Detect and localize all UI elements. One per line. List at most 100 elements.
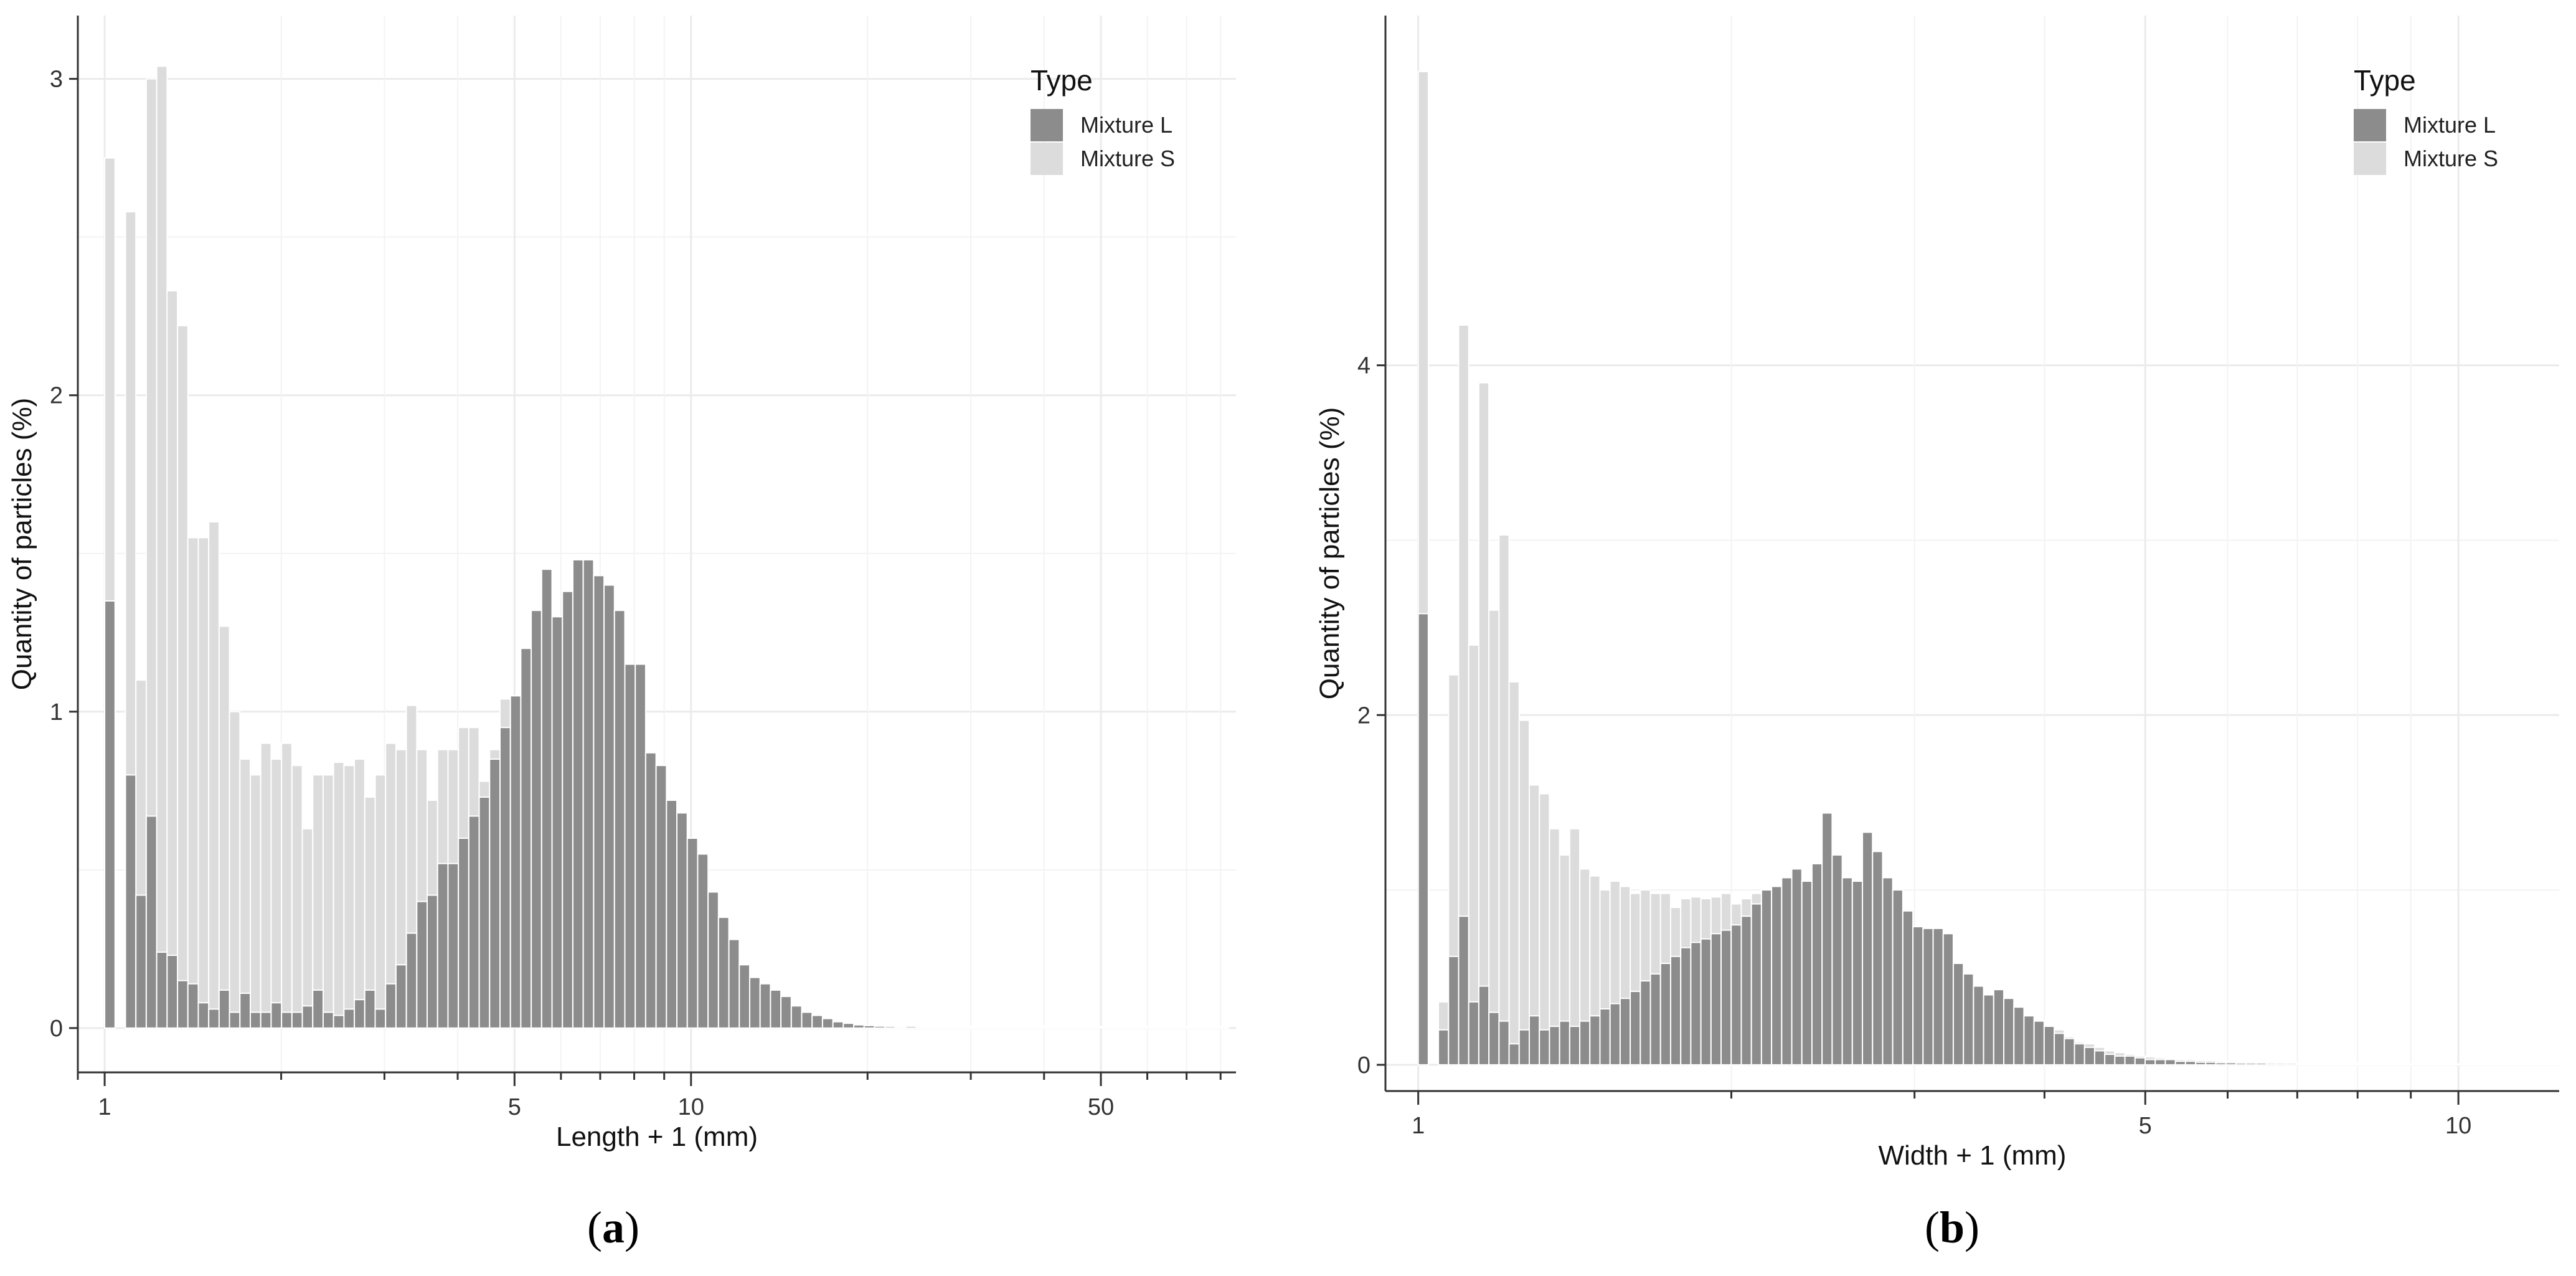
panel-a-bar-mixture-s [301,828,314,1029]
panel-a-legend-label-mixture-l: Mixture L [1080,112,1172,138]
panel-b-bar-mixture-s [1508,681,1520,1066]
panel-a-bar-mixture-l [686,838,699,1029]
panel-a-bar-mixture-l [853,1024,865,1029]
panel-a-bar-mixture-l [301,1005,314,1029]
panel-b-bar-mixture-l [2023,1015,2035,1066]
panel-b-bar-mixture-l [2538,1064,2550,1066]
chart-panel-b: 1 5 10 024 Width + 1 (mm) Quantity of part… [1314,16,2570,1252]
panel-a-bar-mixture-s [291,765,303,1029]
panel-b-bar-mixture-l [2366,1063,2378,1066]
panel-b-legend-title: Type [2354,64,2416,97]
panel-a-bar-mixture-l [915,1026,928,1029]
panel-a-bar-mixture-s [354,758,366,1029]
panel-a-bar-mixture-l [468,815,480,1029]
panel-a-bar-mixture-s [281,742,293,1029]
panel-b-bars-mixture-s [1417,70,2570,1066]
panel-b-legend: Type Mixture L Mixture S [2354,64,2498,175]
panel-b-bar-mixture-l [2488,1064,2499,1066]
panel-b-bar-mixture-l [2245,1062,2257,1066]
panel-b-bar-mixture-l [2437,1064,2449,1066]
panel-a-y-tick-label-1: 1 [50,699,63,725]
panel-b-bar-mixture-l [1932,927,1944,1066]
panel-a-bar-mixture-l [811,1014,823,1029]
panel-a-bar-mixture-l [894,1026,907,1029]
panel-b-bar-mixture-l [1528,1015,1540,1066]
panel-a-bar-mixture-l [635,663,646,1029]
panel-a-bar-mixture-l [748,976,761,1029]
panel-b-bar-mixture-l [1539,1029,1550,1066]
panel-a-bar-mixture-l [613,610,626,1029]
panel-a-bar-mixture-l [520,648,532,1029]
panel-a-bar-mixture-l [936,1026,948,1029]
panel-b-bar-mixture-l [1811,862,1823,1066]
panel-b-bar-mixture-l [1639,980,1651,1066]
panel-b-bar-mixture-l [1669,955,1682,1066]
panel-b-bar-mixture-l [1630,990,1641,1066]
panel-a-bar-mixture-l [946,1026,959,1029]
panel-a-bar-mixture-s [333,762,345,1029]
panel-a-bar-mixture-l [551,616,564,1029]
panel-a-bar-mixture-s [374,774,387,1029]
panel-a-bar-mixture-s [260,742,272,1029]
panel-a-y-tick-label-0: 0 [50,1016,63,1042]
panel-a-bar-mixture-s [343,765,356,1029]
panel-b-bar-mixture-l [1508,1043,1520,1066]
panel-b-bar-mixture-l [1649,973,1661,1066]
panel-a-bar-mixture-s [177,324,189,1029]
panel-a-bar-mixture-s [166,290,179,1029]
panel-b-bar-mixture-l [2114,1055,2126,1066]
panel-a-bar-mixture-l [364,989,376,1029]
panel-b-bar-mixture-l [2205,1061,2217,1066]
panel-a-bar-mixture-l [624,663,636,1029]
panel-a-bar-mixture-l [312,989,324,1029]
panel-b-bar-mixture-l [1841,877,1853,1066]
panel-b-bar-mixture-l [1942,933,1954,1066]
panel-b-bar-mixture-l [1659,963,1671,1066]
panel-a-bar-mixture-l [1019,1026,1032,1029]
panel-a-bar-mixture-l [250,1011,262,1029]
panel-b-bar-mixture-l [2478,1064,2489,1066]
panel-a-bar-mixture-l [436,862,449,1029]
panel-a-x-tick-label-50: 50 [1088,1094,1114,1120]
panel-b-y-tick-label-4: 4 [1357,353,1371,379]
panel-a-bar-mixture-l [842,1023,855,1029]
panel-a-bar-mixture-l [957,1026,969,1029]
panel-a-bar-mixture-l [374,1008,387,1029]
panel-b-bar-mixture-l [2397,1063,2409,1066]
panel-a-bar-mixture-l [509,695,522,1029]
panel-a-bar-mixture-l [874,1025,886,1029]
panel-b-bar-mixture-l [2054,1033,2065,1066]
panel-b-y-tick-labels: 0 2 4 [1357,353,1371,1079]
panel-b-legend-label-mixture-s: Mixture S [2404,146,2498,171]
panel-a-bar-mixture-l [655,765,668,1029]
panel-b-bar-mixture-s [1478,382,1490,1066]
panel-a-bar-mixture-l [499,727,511,1029]
panel-a-legend-key-mixture-l [1031,109,1063,141]
panel-a-bar-mixture-l [343,1008,356,1029]
panel-a-bar-mixture-l [197,1002,210,1029]
panel-b-bar-mixture-l [1690,942,1702,1066]
panel-a-bar-mixture-l [676,812,688,1029]
panel-a-bar-mixture-s [229,711,241,1029]
panel-a-bar-mixture-s [270,758,283,1029]
panel-b-bar-mixture-l [2195,1061,2207,1066]
panel-a-x-tick-label-10: 10 [678,1094,704,1120]
panel-a-bar-mixture-l [905,1026,917,1029]
panel-b-bar-mixture-l [2083,1046,2095,1066]
panel-b-bar-mixture-l [1458,915,1470,1066]
panel-b-bar-mixture-l [2093,1050,2106,1066]
panel-b-bar-mixture-s [1518,719,1530,1066]
panel-b-bar-mixture-l [2184,1061,2197,1066]
panel-b-bar-mixture-l [2124,1055,2136,1066]
panel-a-legend: Type Mixture L Mixture S [1031,64,1175,175]
panel-a-bar-mixture-l [125,774,137,1029]
panel-a-bar-mixture-l [531,610,542,1029]
panel-b-bar-mixture-l [1760,889,1773,1066]
panel-a-bar-mixture-s [322,774,334,1029]
panel-a-bar-mixture-l [208,1008,220,1029]
panel-b-bar-mixture-s [1498,534,1510,1066]
panel-a-bar-mixture-l [322,1011,334,1029]
panel-a-bar-mixture-l [260,1011,272,1029]
panel-b-bar-mixture-l [2154,1059,2166,1066]
panel-b-bar-mixture-l [1912,926,1924,1066]
